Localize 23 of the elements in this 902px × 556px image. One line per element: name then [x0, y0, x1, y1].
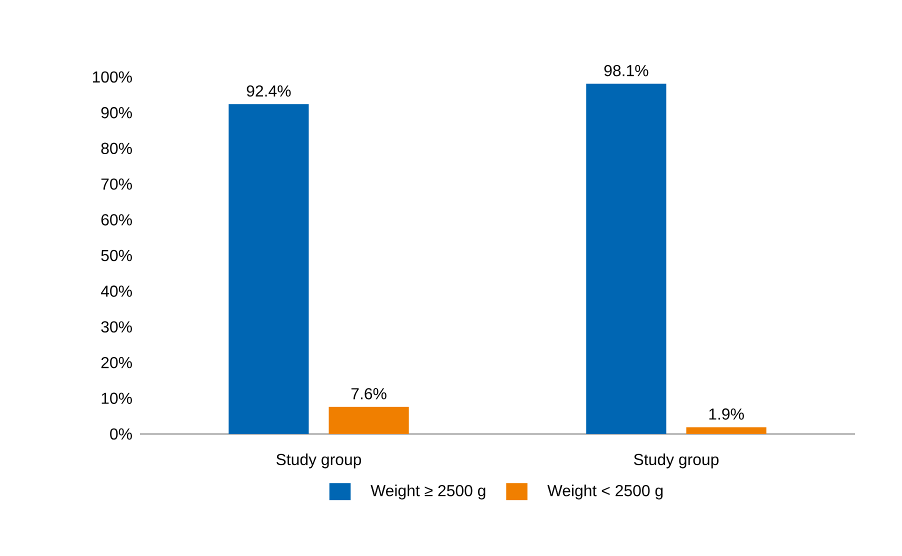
y-tick-label: 90%: [101, 107, 132, 118]
bar: [686, 427, 766, 434]
data-label: 92.4%: [246, 85, 291, 97]
y-tick-label: 20%: [101, 356, 132, 368]
legend-label: Weight < 2500 g: [547, 484, 663, 500]
y-tick-label: 60%: [101, 214, 132, 226]
x-tick-label: Study group: [276, 453, 362, 468]
y-tick-label: 100%: [92, 71, 132, 83]
bar: [328, 406, 409, 434]
data-label: 1.9%: [709, 408, 744, 420]
y-tick-label: 50%: [101, 250, 132, 262]
y-tick-label: 0%: [110, 428, 132, 440]
y-tick-label: 80%: [101, 142, 132, 154]
y-tick-label: 40%: [100, 286, 132, 297]
x-tick-label: Study group: [634, 453, 719, 468]
y-tick-label: 10%: [102, 392, 132, 404]
bar: [586, 84, 666, 434]
bar: [228, 104, 309, 434]
y-tick-label: 30%: [101, 321, 132, 333]
legend-label: Weight ≥ 2500 g: [370, 484, 486, 500]
data-label: 98.1%: [604, 64, 648, 76]
data-label: 7.6%: [351, 388, 386, 400]
y-tick-label: 70%: [101, 178, 132, 190]
